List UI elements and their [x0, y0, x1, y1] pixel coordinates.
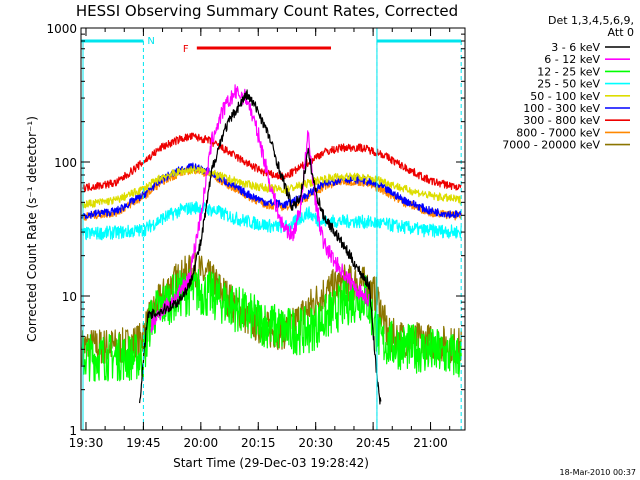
plot-area: NF — [81, 28, 462, 430]
legend-label-0: 3 - 6 keV — [551, 41, 600, 54]
date-stamp: 18-Mar-2010 00:37 — [560, 468, 637, 477]
x-tick-label-4: 20:30 — [298, 436, 333, 450]
legend-label-5: 100 - 300 keV — [523, 102, 600, 115]
x-tick-label-2: 20:00 — [184, 436, 219, 450]
y-tick-label-2: 100 — [54, 156, 77, 170]
series-line-2 — [81, 269, 462, 382]
legend-label-3: 25 - 50 keV — [537, 78, 600, 91]
series-line-4 — [81, 165, 462, 209]
legend-label-1: 6 - 12 keV — [544, 53, 600, 66]
series-line-6 — [81, 132, 462, 193]
legend-label-8: 7000 - 20000 keV — [502, 139, 600, 152]
legend-label-2: 12 - 25 keV — [537, 65, 600, 78]
x-axis-ticks: 19:30 19:45 20:00 20:15 20:30 20:45 21:00 — [69, 28, 451, 450]
y-tick-label-0: 1 — [69, 424, 77, 438]
legend-label-6: 300 - 800 keV — [523, 114, 600, 127]
series-line-3 — [81, 201, 462, 241]
series-group — [81, 84, 462, 405]
y-axis-label: Corrected Count Rate (s⁻¹ detector⁻¹) — [25, 116, 39, 342]
axes — [80, 27, 466, 431]
series-line-0 — [139, 89, 382, 405]
x-tick-label-6: 21:00 — [413, 436, 448, 450]
y-tick-label-3: 1000 — [46, 22, 77, 36]
x-tick-label-5: 20:45 — [356, 436, 391, 450]
night-label: N — [147, 36, 154, 47]
plot-frame — [80, 27, 466, 431]
legend-header-line2: Att 0 — [608, 26, 634, 39]
x-tick-label-0: 19:30 — [69, 436, 104, 450]
x-tick-label-3: 20:15 — [241, 436, 276, 450]
chart-title: HESSI Observing Summary Count Rates, Cor… — [76, 2, 458, 20]
x-axis-label: Start Time (29-Dec-03 19:28:42) — [173, 456, 369, 470]
legend-label-7: 800 - 7000 keV — [516, 126, 600, 139]
y-tick-label-1: 10 — [62, 290, 77, 304]
series-line-5 — [81, 162, 462, 220]
legend-label-4: 50 - 100 keV — [530, 90, 600, 103]
x-tick-label-1: 19:45 — [126, 436, 161, 450]
series-line-1 — [150, 84, 370, 333]
legend-header-line1: Det 1,3,4,5,6,9, — [548, 14, 634, 27]
flare-label: F — [183, 44, 189, 55]
y-axis-ticks: 1 10 100 1000 — [46, 22, 465, 438]
